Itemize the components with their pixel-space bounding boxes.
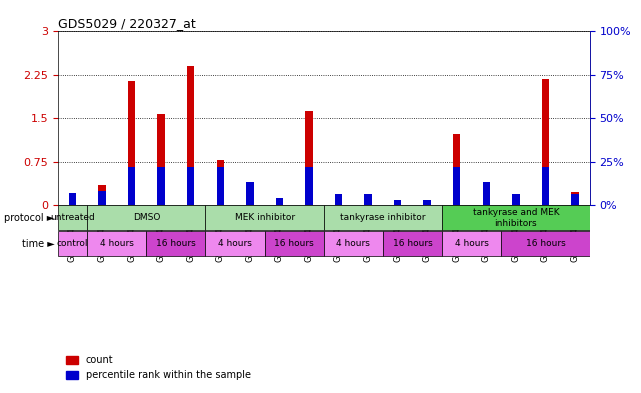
Bar (69, 197, 76, 205)
Text: tankyrase and MEK
inhibitors: tankyrase and MEK inhibitors (472, 208, 559, 228)
Bar (442, 206, 590, 230)
Bar (364, 196, 372, 205)
Bar (58, 206, 87, 230)
Bar (542, 167, 549, 205)
Bar (305, 167, 313, 205)
Bar (542, 79, 549, 205)
Bar (305, 111, 313, 205)
Bar (69, 193, 76, 205)
Bar (58, 231, 87, 256)
Bar (187, 66, 194, 205)
Bar (383, 231, 442, 256)
Bar (442, 231, 501, 256)
Text: tankyrase inhibitor: tankyrase inhibitor (340, 213, 426, 222)
Bar (265, 231, 324, 256)
Text: 16 hours: 16 hours (392, 239, 432, 248)
Bar (394, 202, 401, 205)
Bar (276, 202, 283, 205)
Text: GDS5029 / 220327_at: GDS5029 / 220327_at (58, 17, 196, 30)
Text: 16 hours: 16 hours (526, 239, 565, 248)
Bar (512, 199, 519, 205)
Bar (424, 202, 431, 205)
Bar (512, 195, 519, 205)
Bar (246, 182, 253, 205)
Bar (276, 198, 283, 205)
Bar (128, 167, 135, 205)
Bar (158, 167, 165, 205)
Text: protocol ►: protocol ► (4, 213, 54, 223)
Text: MEK inhibitor: MEK inhibitor (235, 213, 295, 222)
Bar (217, 160, 224, 205)
Bar (571, 192, 579, 205)
Text: 16 hours: 16 hours (274, 239, 314, 248)
Bar (394, 200, 401, 205)
Bar (87, 206, 206, 230)
Bar (324, 206, 442, 230)
Bar (187, 167, 194, 205)
Text: untreated: untreated (50, 213, 95, 222)
Bar (98, 185, 106, 205)
Bar (324, 231, 383, 256)
Bar (158, 114, 165, 205)
Bar (128, 81, 135, 205)
Bar (217, 167, 224, 205)
Bar (364, 195, 372, 205)
Bar (246, 186, 253, 205)
Bar (571, 195, 579, 205)
Bar (206, 206, 324, 230)
Legend: count, percentile rank within the sample: count, percentile rank within the sample (63, 352, 254, 384)
Text: 16 hours: 16 hours (156, 239, 196, 248)
Bar (335, 195, 342, 205)
Bar (335, 195, 342, 205)
Text: 4 hours: 4 hours (454, 239, 488, 248)
Bar (98, 191, 106, 205)
Bar (206, 231, 265, 256)
Bar (87, 231, 146, 256)
Text: control: control (56, 239, 88, 248)
Bar (146, 231, 206, 256)
Bar (483, 185, 490, 205)
Bar (453, 167, 460, 205)
Bar (424, 200, 431, 205)
Text: DMSO: DMSO (133, 213, 160, 222)
Bar (453, 134, 460, 205)
Text: 4 hours: 4 hours (337, 239, 370, 248)
Text: 4 hours: 4 hours (100, 239, 134, 248)
Bar (501, 231, 590, 256)
Text: 4 hours: 4 hours (218, 239, 252, 248)
Bar (483, 182, 490, 205)
Text: time ►: time ► (22, 239, 54, 249)
